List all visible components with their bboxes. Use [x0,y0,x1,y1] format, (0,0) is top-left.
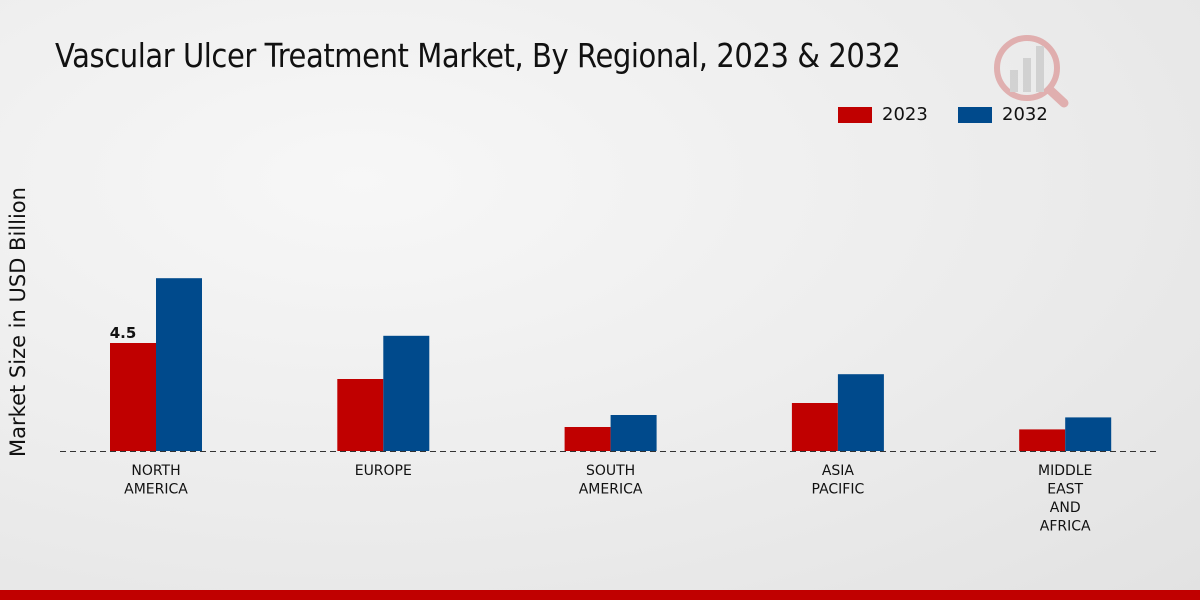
x-tick-label: SOUTH AMERICA [579,463,643,498]
bar-2023-middle-east-and-africa [1019,429,1066,451]
bar-2023-south-america [564,427,611,451]
bar-2023-europe [337,379,384,451]
x-tick-label: NORTH AMERICA [124,463,188,498]
bar-2032-asia-pacific [837,374,884,451]
bar-2023-north-america [110,343,156,451]
x-tick-label: EUROPE [355,463,412,479]
bar-2032-north-america [156,278,202,451]
bottom-accent-bar [0,590,1200,600]
bar-2032-europe [383,335,430,451]
chart-title: Vascular Ulcer Treatment Market, By Regi… [55,36,901,75]
legend-label-2023: 2023 [882,104,928,125]
bar-2023-asia-pacific [791,403,838,451]
legend-label-2032: 2032 [1002,104,1048,125]
x-tick-label: ASIA PACIFIC [812,463,865,498]
legend-item-2032: 2032 [958,104,1048,125]
data-label: 4.5 [110,324,137,342]
legend-swatch-2023 [838,106,872,123]
bar-2032-south-america [610,415,657,451]
x-tick-label: MIDDLE EAST AND AFRICA [1038,463,1092,535]
logo-watermark [994,35,1069,108]
legend-item-2023: 2023 [838,104,928,125]
legend-swatch-2032 [958,106,992,123]
bar-2032-middle-east-and-africa [1065,417,1112,451]
